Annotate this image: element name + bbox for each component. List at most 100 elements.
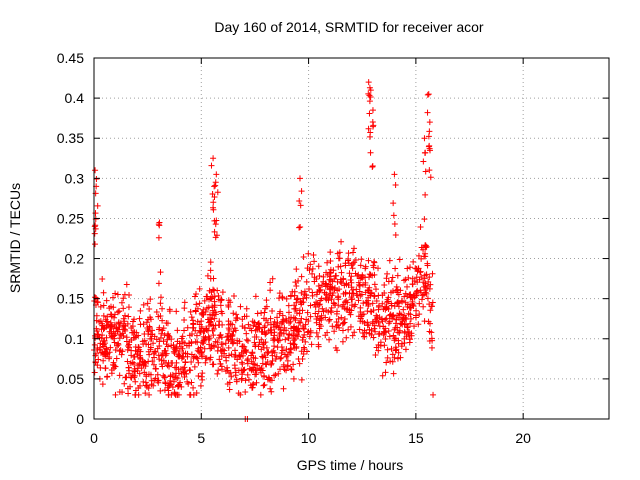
data-point [96,346,103,353]
data-point [203,293,210,300]
data-point [91,369,98,376]
data-point [375,306,382,313]
data-point [365,301,372,308]
data-point [429,270,436,277]
data-point [335,302,342,309]
data-point [253,371,260,378]
data-point [157,387,164,394]
data-point [270,324,277,331]
data-point [348,279,355,286]
data-point [422,244,429,251]
data-point [389,358,396,365]
data-point [145,385,152,392]
data-point [391,171,398,178]
data-point [233,311,240,318]
data-point [376,323,383,330]
data-point [99,332,106,339]
data-point [367,87,374,94]
data-point [107,323,114,330]
data-point [299,336,306,343]
data-point [275,337,282,344]
data-point [291,337,298,344]
data-point [199,370,206,377]
data-point [200,306,207,313]
data-point [326,276,333,283]
data-point [283,295,290,302]
data-point [401,312,408,319]
data-point [359,272,366,279]
data-point [335,315,342,322]
data-point [186,332,193,339]
data-point [358,313,365,320]
data-point [181,373,188,380]
data-point [191,293,198,300]
data-point [347,323,354,330]
data-point [177,379,184,386]
data-point [189,324,196,331]
data-point [214,287,221,294]
data-point [116,308,123,315]
data-point [160,338,167,345]
data-point [290,375,297,382]
data-point [206,335,213,342]
y-tick-label: 0 [76,411,84,427]
data-point [226,326,233,333]
data-point [428,303,435,310]
data-point [108,366,115,373]
data-point [365,125,372,132]
data-point [208,316,215,323]
data-point [198,318,205,325]
data-point [391,335,398,342]
data-point [284,357,291,364]
data-point [147,344,154,351]
data-point [312,310,319,317]
data-point [94,299,101,306]
data-point [224,367,231,374]
data-point [178,370,185,377]
data-point [302,321,309,328]
data-point [397,354,404,361]
data-point [115,341,122,348]
data-point [208,342,215,349]
data-point [299,355,306,362]
data-point [383,315,390,322]
data-point [379,300,386,307]
data-point [263,297,270,304]
data-point [298,301,305,308]
data-point [98,326,105,333]
data-point [295,319,302,326]
data-point [326,292,333,299]
data-point [173,359,180,366]
data-point [268,388,275,395]
data-point [216,318,223,325]
data-point [356,326,363,333]
data-point [321,289,328,296]
data-point [326,316,333,323]
data-point [297,298,304,305]
data-point [412,290,419,297]
data-point [293,266,300,273]
data-point [429,299,436,306]
data-point [150,361,157,368]
data-point [253,334,260,341]
data-point [258,310,265,317]
data-point [425,318,432,325]
data-point [293,309,300,316]
data-point [154,371,161,378]
data-point [252,342,259,349]
data-point [399,316,406,323]
data-point [215,367,222,374]
data-point [325,317,332,324]
data-point [307,327,314,334]
data-point [234,340,241,347]
data-point [205,319,212,326]
data-point [112,363,119,370]
data-point [388,278,395,285]
data-point [228,373,235,380]
data-point [252,327,259,334]
data-point [205,304,212,311]
data-point [168,359,175,366]
data-point [244,360,251,367]
data-point [375,347,382,354]
data-point [146,391,153,398]
